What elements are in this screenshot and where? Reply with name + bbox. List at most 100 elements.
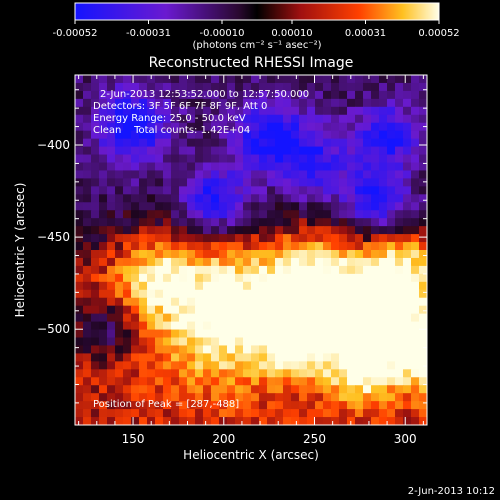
heatmap-cell bbox=[283, 162, 292, 172]
heatmap-cell bbox=[195, 297, 204, 307]
heatmap-cell bbox=[339, 210, 348, 219]
heatmap-cell bbox=[291, 409, 300, 418]
heatmap-cell bbox=[323, 90, 332, 100]
heatmap-cell bbox=[219, 393, 228, 402]
heatmap-cell bbox=[203, 194, 212, 203]
heatmap-cell bbox=[339, 178, 348, 187]
heatmap-cell bbox=[283, 170, 292, 179]
heatmap-cell bbox=[347, 417, 356, 425]
heatmap-cell bbox=[331, 257, 340, 267]
heatmap-cell bbox=[419, 289, 427, 299]
heatmap-cell bbox=[315, 273, 324, 283]
heatmap-cell bbox=[235, 82, 244, 92]
heatmap-cell bbox=[363, 98, 372, 108]
heatmap-cell bbox=[211, 313, 220, 323]
heatmap-cell bbox=[235, 114, 244, 124]
heatmap-cell bbox=[275, 226, 284, 235]
heatmap-cell bbox=[307, 226, 316, 235]
heatmap-cell bbox=[99, 202, 108, 211]
heatmap-cell bbox=[387, 186, 396, 195]
heatmap-cell bbox=[243, 226, 252, 235]
heatmap-cell bbox=[203, 393, 212, 402]
heatmap-cell bbox=[299, 409, 308, 418]
heatmap-cell bbox=[259, 178, 268, 187]
heatmap-cell bbox=[195, 250, 204, 259]
heatmap-cell bbox=[123, 234, 132, 243]
heatmap-cell bbox=[379, 202, 388, 211]
heatmap-cell bbox=[275, 313, 284, 323]
heatmap-cell bbox=[83, 130, 92, 140]
heatmap-cell bbox=[307, 305, 316, 315]
heatmap-cell bbox=[219, 313, 228, 323]
heatmap-cell bbox=[227, 305, 236, 315]
heatmap-cell bbox=[187, 369, 196, 378]
heatmap-cell bbox=[75, 305, 84, 315]
heatmap-cell bbox=[123, 130, 132, 140]
heatmap-cell bbox=[83, 329, 92, 339]
heatmap-cell bbox=[387, 226, 396, 235]
heatmap-cell bbox=[179, 281, 188, 291]
heatmap-cell bbox=[411, 385, 420, 394]
heatmap-cell bbox=[251, 194, 260, 203]
heatmap-cell bbox=[243, 114, 252, 124]
heatmap-cell bbox=[403, 250, 412, 259]
heatmap-cell bbox=[115, 257, 124, 267]
heatmap-cell bbox=[235, 138, 244, 148]
heatmap-cell bbox=[283, 122, 292, 132]
heatmap-cell bbox=[259, 170, 268, 179]
heatmap-cell bbox=[163, 130, 172, 140]
heatmap-cell bbox=[331, 305, 340, 315]
heatmap-cell bbox=[75, 345, 84, 354]
heatmap-cell bbox=[275, 273, 284, 283]
heatmap-cell bbox=[315, 202, 324, 211]
heatmap-cell bbox=[371, 401, 380, 410]
heatmap-cell bbox=[203, 273, 212, 283]
heatmap-cell bbox=[163, 138, 172, 148]
heatmap-cell bbox=[299, 75, 308, 84]
heatmap-cell bbox=[179, 417, 188, 425]
heatmap-cell bbox=[131, 385, 140, 394]
heatmap-cell bbox=[323, 178, 332, 187]
heatmap-cell bbox=[251, 369, 260, 378]
heatmap-cell bbox=[387, 313, 396, 323]
heatmap-cell bbox=[155, 297, 164, 307]
heatmap-cell bbox=[211, 417, 220, 425]
heatmap-cell bbox=[419, 186, 427, 195]
heatmap-cell bbox=[211, 401, 220, 410]
heatmap-cell bbox=[147, 377, 156, 386]
heatmap-cell bbox=[227, 242, 236, 251]
heatmap-cell bbox=[411, 329, 420, 339]
heatmap-cell bbox=[411, 178, 420, 187]
heatmap-cell bbox=[403, 194, 412, 203]
heatmap-cell bbox=[99, 194, 108, 203]
heatmap-cell bbox=[379, 162, 388, 172]
heatmap-cell bbox=[147, 75, 156, 84]
heatmap-cell bbox=[139, 170, 148, 179]
heatmap-cell bbox=[315, 329, 324, 339]
heatmap-cell bbox=[171, 210, 180, 219]
heatmap-cell bbox=[339, 409, 348, 418]
heatmap-cell bbox=[251, 218, 260, 227]
heatmap-cell bbox=[323, 162, 332, 172]
heatmap-cell bbox=[331, 401, 340, 410]
heatmap-cell bbox=[379, 361, 388, 370]
heatmap-cell bbox=[379, 377, 388, 386]
heatmap-cell bbox=[355, 401, 364, 410]
heatmap-cell bbox=[75, 82, 84, 92]
heatmap-cell bbox=[347, 401, 356, 410]
heatmap-cell bbox=[411, 417, 420, 425]
heatmap-cell bbox=[211, 337, 220, 347]
heatmap-cell bbox=[419, 90, 427, 100]
heatmap-cell bbox=[315, 305, 324, 315]
heatmap-cell bbox=[99, 98, 108, 108]
heatmap-cell bbox=[107, 289, 116, 299]
heatmap-cell bbox=[211, 82, 220, 92]
heatmap-cell bbox=[155, 130, 164, 140]
heatmap-cell bbox=[187, 329, 196, 339]
heatmap-cell bbox=[139, 210, 148, 219]
heatmap-cell bbox=[203, 369, 212, 378]
heatmap-cell bbox=[371, 130, 380, 140]
heatmap-cell bbox=[275, 186, 284, 195]
heatmap-cell bbox=[267, 130, 276, 140]
heatmap-cell bbox=[395, 337, 404, 347]
